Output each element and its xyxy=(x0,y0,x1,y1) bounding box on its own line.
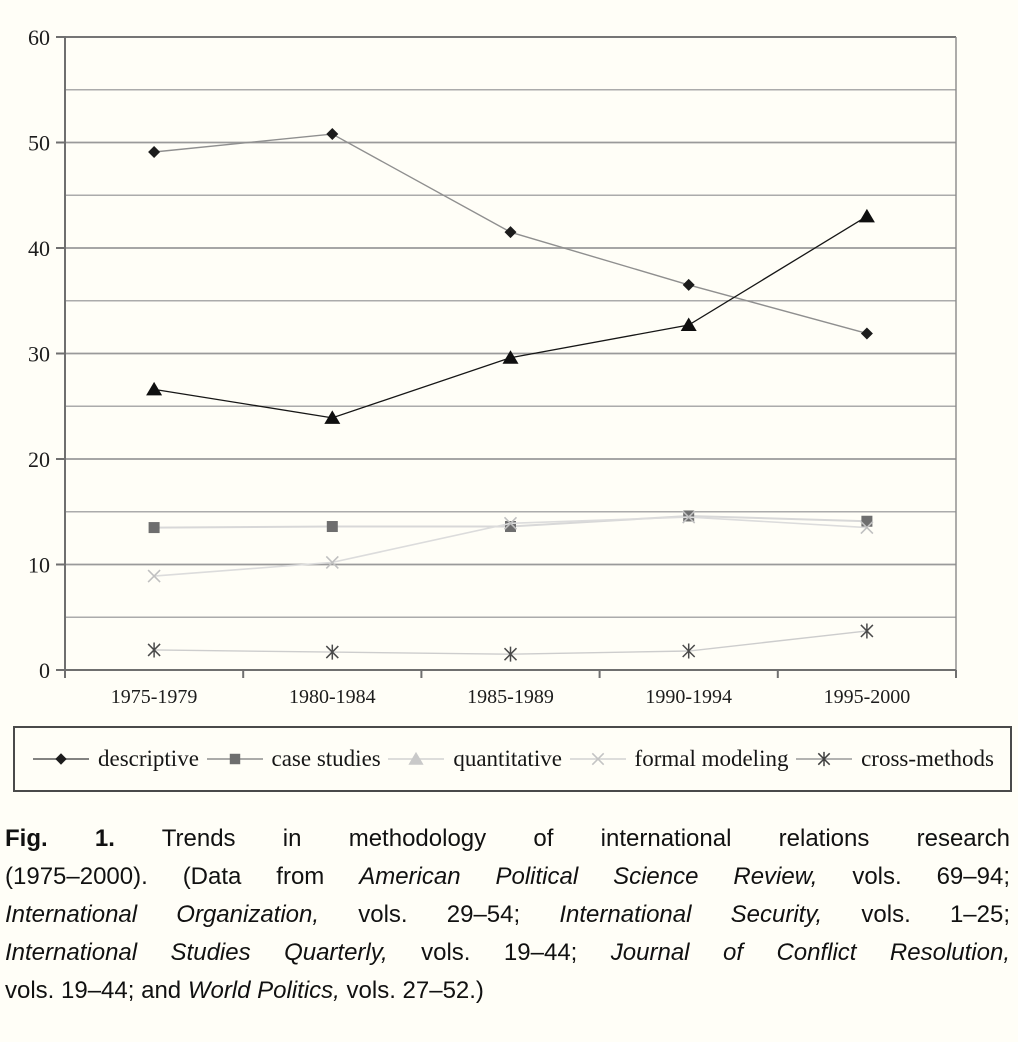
y-axis-label: 60 xyxy=(28,25,50,50)
figure-caption-line: (1975–2000). (Data from American Politic… xyxy=(5,863,1010,890)
marker-cross-methods xyxy=(503,646,518,662)
marker-quantitative xyxy=(858,208,875,223)
triangle-legend-icon xyxy=(388,751,445,765)
marker-cross-methods xyxy=(325,644,339,660)
legend-item-case-studies: case studies xyxy=(205,746,381,772)
square-legend-icon xyxy=(206,753,263,765)
marker-quantitative xyxy=(502,350,519,364)
x-axis-label: 1980-1984 xyxy=(289,686,376,708)
legend-item-descriptive: descriptive xyxy=(31,746,199,772)
x-mark-legend-icon xyxy=(569,752,626,766)
marker-formal-modeling xyxy=(503,516,518,530)
legend-item-formal-modeling: formal modeling xyxy=(568,746,789,772)
x-axis-label: 1995-2000 xyxy=(824,686,911,708)
marker-descriptive xyxy=(326,128,339,141)
marker-case-studies xyxy=(861,515,873,527)
legend-item-quantitative: quantitative xyxy=(386,746,562,772)
marker-cross-methods xyxy=(682,643,696,659)
y-axis-label: 10 xyxy=(28,553,50,578)
legend-label: case studies xyxy=(271,746,381,771)
marker-case-studies xyxy=(326,521,338,533)
y-axis-label: 50 xyxy=(28,131,50,156)
marker-formal-modeling xyxy=(147,569,161,583)
x-axis-label: 1990-1994 xyxy=(645,686,732,708)
y-axis-label: 40 xyxy=(28,236,50,261)
diamond-legend-icon xyxy=(33,753,89,765)
figure-caption-line: International Organization, vols. 29–54;… xyxy=(5,901,1010,928)
legend-marker-shape xyxy=(229,753,240,765)
marker-formal-modeling xyxy=(682,510,696,524)
legend-label: descriptive xyxy=(98,746,199,771)
marker-descriptive xyxy=(682,278,695,291)
legend-marker-shape xyxy=(408,751,424,765)
y-axis-label: 30 xyxy=(28,342,50,367)
marker-case-studies xyxy=(505,521,516,533)
methodology-trends-line-chart: 0 10 20 30 40 50 60 1975-1979 1980-1984 1985-1989… xyxy=(28,25,957,708)
asterisk-legend-icon xyxy=(796,751,853,767)
marker-descriptive xyxy=(148,145,161,158)
y-axis-label: 20 xyxy=(28,447,50,472)
x-axis-label: 1985-1989 xyxy=(467,686,554,708)
marker-quantitative xyxy=(324,410,341,424)
figure-caption-line: vols. 19–44; and World Politics, vols. 2… xyxy=(5,977,484,1004)
chart-legend: descriptive case studies quantitative fo… xyxy=(13,726,1012,792)
figure-caption-line: International Studies Quarterly, vols. 1… xyxy=(5,939,1011,966)
marker-formal-modeling xyxy=(325,555,339,569)
figure-caption: Fig. 1. Trends in methodology of interna… xyxy=(5,820,1010,1010)
x-axis-label: 1975-1979 xyxy=(111,686,198,708)
marker-descriptive xyxy=(860,327,873,340)
marker-formal-modeling xyxy=(860,521,874,535)
legend-marker-shape xyxy=(55,753,67,765)
legend-label: formal modeling xyxy=(634,746,789,771)
legend-label: cross-methods xyxy=(861,746,994,771)
legend-label: quantitative xyxy=(453,746,562,771)
series-line-quantitative xyxy=(153,215,868,419)
marker-quantitative xyxy=(146,381,163,396)
marker-cross-methods xyxy=(860,623,874,639)
marker-quantitative xyxy=(680,317,697,332)
legend-marker-shape xyxy=(817,751,831,767)
legend-item-cross-methods: cross-methods xyxy=(794,746,994,772)
figure-caption-line: Fig. 1. Trends in methodology of interna… xyxy=(5,825,1010,852)
marker-cross-methods xyxy=(147,642,161,658)
y-axis-label: 0 xyxy=(39,658,50,683)
marker-descriptive xyxy=(504,226,517,239)
marker-case-studies xyxy=(148,522,160,534)
legend-marker-shape xyxy=(591,752,604,766)
